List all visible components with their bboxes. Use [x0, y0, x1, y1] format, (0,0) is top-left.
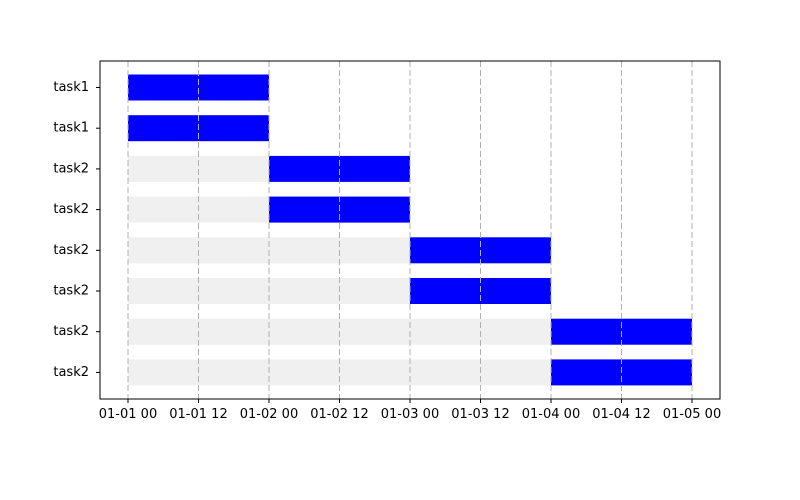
x-tick-label: 01-01 00 — [99, 407, 157, 422]
x-tick-label: 01-02 00 — [240, 407, 298, 422]
y-tick-label: task2 — [53, 324, 89, 339]
y-tick-label: task2 — [53, 284, 89, 299]
x-tick-label: 01-04 00 — [522, 407, 580, 422]
y-tick-label: task2 — [53, 161, 89, 176]
y-tick-label: task2 — [53, 202, 89, 217]
grid-lines — [127, 61, 693, 399]
task-bar — [128, 74, 269, 101]
x-tick-label: 01-03 00 — [381, 407, 439, 422]
y-tick-label: task2 — [53, 243, 89, 258]
y-axis-ticks: task1 task1 task2 task2 task2 task2 task2 task2 — [53, 80, 100, 380]
x-axis-ticks: 01-01 00 01-01 12 01-02 00 01-02 12 01-03 00… — [99, 399, 721, 422]
x-tick-label: 01-02 12 — [310, 407, 368, 422]
x-tick-label: 01-01 12 — [169, 407, 227, 422]
y-tick-label: task1 — [53, 121, 89, 136]
y-tick-label: task2 — [53, 365, 89, 380]
x-tick-label: 01-04 12 — [592, 407, 650, 422]
x-tick-label: 01-03 12 — [451, 407, 509, 422]
y-tick-label: task1 — [53, 80, 89, 95]
x-tick-label: 01-05 00 — [663, 407, 721, 422]
